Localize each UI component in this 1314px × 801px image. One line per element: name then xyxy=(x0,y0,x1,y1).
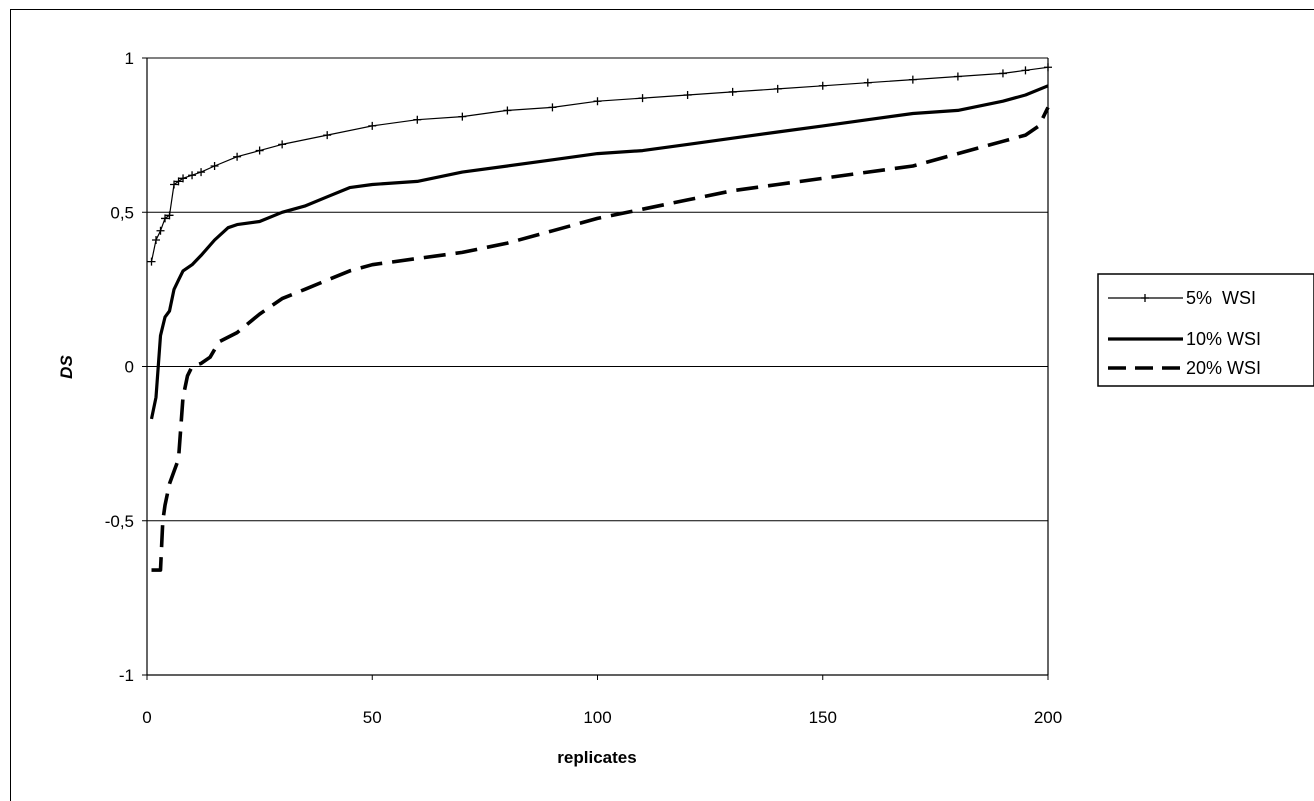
y-axis-ticks: -1 -0,5 0 0,5 1 xyxy=(105,49,147,685)
plus-marker xyxy=(179,174,188,183)
y-tick-label: -1 xyxy=(119,666,134,685)
plus-marker xyxy=(165,211,174,220)
horizontal-gridlines xyxy=(147,57,1048,676)
y-tick-label: -0,5 xyxy=(105,512,134,531)
plus-marker xyxy=(818,81,827,90)
plus-marker xyxy=(1021,66,1030,75)
plus-marker xyxy=(1044,63,1052,72)
plus-marker xyxy=(255,146,264,155)
plus-marker xyxy=(503,106,512,115)
legend-label-2: 10% WSI xyxy=(1186,329,1261,349)
plus-marker xyxy=(156,226,165,235)
series-line-3 xyxy=(151,106,1050,572)
x-tick-label: 0 xyxy=(142,708,151,727)
plus-marker xyxy=(998,69,1007,78)
x-axis-ticks: 0 50 100 150 200 xyxy=(142,675,1062,727)
x-axis-label: replicates xyxy=(557,748,636,767)
x-tick-label: 200 xyxy=(1034,708,1062,727)
x-tick-label: 150 xyxy=(809,708,837,727)
plus-marker xyxy=(773,84,782,93)
y-tick-label: 0,5 xyxy=(110,203,134,222)
plus-marker xyxy=(210,161,219,170)
plus-marker xyxy=(638,94,647,103)
x-tick-label: 50 xyxy=(363,708,382,727)
plus-marker xyxy=(908,75,917,84)
legend: 5% WSI 10% WSI 20% WSI xyxy=(1097,273,1314,387)
plus-marker xyxy=(863,78,872,87)
plus-marker xyxy=(413,115,422,124)
plus-marker xyxy=(323,131,332,140)
chart-frame xyxy=(10,9,1314,801)
plus-marker xyxy=(170,180,179,189)
series-lines xyxy=(147,63,1052,572)
plus-marker xyxy=(683,91,692,100)
y-tick-label: 1 xyxy=(125,49,134,68)
plus-marker xyxy=(161,214,170,223)
plus-marker xyxy=(152,236,161,245)
plus-marker xyxy=(953,72,962,81)
plus-marker xyxy=(278,140,287,149)
plus-marker xyxy=(728,87,737,96)
plus-marker xyxy=(174,177,183,186)
legend-plus-marker xyxy=(1141,294,1149,302)
plus-marker xyxy=(197,168,206,177)
plus-marker xyxy=(188,171,197,180)
legend-label-3: 20% WSI xyxy=(1186,358,1261,378)
plus-marker xyxy=(233,152,242,161)
plus-marker xyxy=(368,121,377,130)
plus-marker xyxy=(548,103,557,112)
x-tick-label: 100 xyxy=(583,708,611,727)
y-tick-label: 0 xyxy=(125,358,134,377)
plus-marker xyxy=(458,112,467,121)
plus-marker xyxy=(593,97,602,106)
series-markers-1 xyxy=(147,63,1052,266)
legend-label-1: 5% WSI xyxy=(1186,288,1256,308)
plus-marker xyxy=(147,257,156,266)
y-axis-label: DS xyxy=(57,355,76,379)
legend-box xyxy=(1097,273,1314,387)
series-line-2 xyxy=(149,84,1049,420)
